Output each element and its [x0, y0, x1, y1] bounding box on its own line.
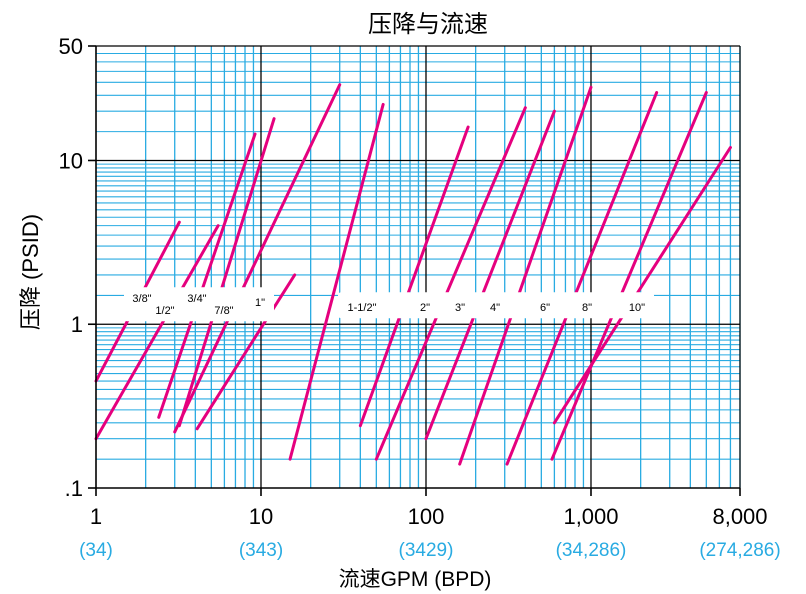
y-tick-label: 50: [59, 34, 83, 59]
x-tick-label: 1,000: [563, 504, 618, 529]
series-line-1-2: [94, 224, 220, 441]
series-line-7-8: [177, 117, 276, 428]
series-label: 8": [582, 302, 592, 314]
x-tick-sublabel: (34,286): [556, 540, 627, 561]
x-tick-label: 8,000: [712, 504, 767, 529]
series-line-3-4: [157, 132, 257, 419]
series-line-unlabeled-5: [173, 83, 342, 434]
series-label: 3/8": [132, 293, 151, 305]
series-line-unlabeled-6: [288, 102, 385, 461]
series-label: 7/8": [214, 305, 233, 317]
series-line-10: [552, 146, 732, 425]
y-tick-label: .1: [65, 476, 83, 501]
series-line-2: [374, 106, 527, 461]
series-line-1: [195, 273, 297, 431]
x-tick-label: 1: [90, 504, 102, 529]
series-label: 4": [490, 302, 500, 314]
x-tick-sublabel: (34): [79, 540, 113, 561]
series-label: 3": [455, 302, 465, 314]
series-line-6: [505, 91, 659, 466]
series-line-4: [458, 85, 593, 466]
series-label: 6": [540, 302, 550, 314]
label-band-left: [124, 287, 274, 322]
y-axis-label: 压降 (PSID): [18, 214, 43, 330]
x-tick-sublabel: (3429): [399, 540, 454, 561]
y-tick-label: 1: [71, 312, 83, 337]
x-tick-label: 100: [408, 504, 445, 529]
series-line-3: [424, 109, 556, 441]
series-lines: [94, 83, 732, 466]
grid: [96, 45, 741, 488]
x-tick-label: 10: [249, 504, 273, 529]
series-label: 2": [420, 302, 430, 314]
series-label: 1": [255, 297, 265, 309]
x-tick-sublabel: (274,286): [699, 540, 780, 561]
y-tick-label: 10: [59, 148, 83, 173]
x-axis-label: 流速GPM (BPD): [339, 568, 492, 591]
label-band-right: [338, 292, 654, 319]
series-line-1-1-2: [358, 125, 470, 428]
series-labels: 3/8" 1/2" 3/4" 7/8" 1" 1-1/2" 2" 3" 4" 6" 8" 10": [124, 287, 654, 322]
series-line-8: [550, 91, 708, 461]
series-label: 1/2": [155, 305, 174, 317]
series-label: 1-1/2": [348, 302, 377, 314]
series-label: 3/4": [187, 293, 206, 305]
x-tick-sublabel: (343): [239, 540, 283, 561]
chart-title: 压降与流速: [368, 11, 488, 38]
axes: 1 (34) 10 (343) 100 (3429) 1,000 (34,286) 8,000 (…: [59, 34, 781, 561]
series-label: 10": [629, 302, 645, 314]
